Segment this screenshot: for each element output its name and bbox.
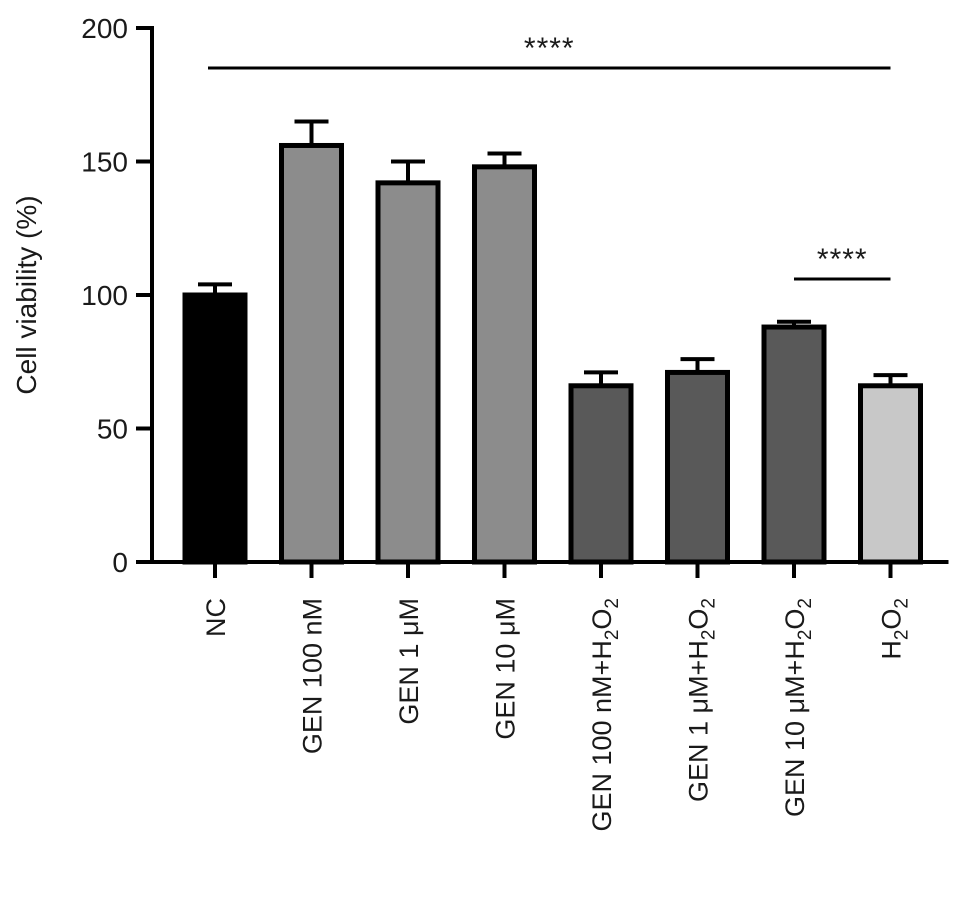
bar-7 <box>858 383 923 565</box>
significance-group: **** **** <box>208 32 891 281</box>
bar-1 <box>279 142 344 565</box>
bar-4 <box>568 383 634 565</box>
y-tick-label-1: 50 <box>97 414 128 445</box>
y-tick-label-3: 150 <box>81 147 128 178</box>
bars-group <box>182 142 923 565</box>
x-tick-label-7: H2O2 <box>877 598 913 660</box>
y-axis-label: Cell viability (%) <box>11 195 42 394</box>
bar-3 <box>472 164 537 565</box>
axes-group: 0 50 100 150 200 NC GEN 100 nM GEN 1 μM GEN 10 μ… <box>81 13 949 832</box>
bar-0 <box>182 292 248 565</box>
y-tick-label-0: 0 <box>112 547 128 578</box>
y-tick-label-4: 200 <box>81 13 128 44</box>
y-tick-label-2: 100 <box>81 280 128 311</box>
significance-label-0: **** <box>524 32 575 65</box>
x-tick-label-6: GEN 10 μM+H2O2 <box>780 598 816 817</box>
x-tick-label-4: GEN 100 nM+H2O2 <box>587 598 623 832</box>
significance-label-1: **** <box>817 243 868 276</box>
bar-5 <box>665 369 730 565</box>
x-tick-label-3: GEN 10 μM <box>491 598 521 740</box>
x-tick-label-2: GEN 1 μM <box>394 598 424 725</box>
x-tick-label-0: NC <box>201 598 231 637</box>
bar-6 <box>761 324 827 565</box>
error-bars-group <box>198 119 908 386</box>
x-tick-label-5: GEN 1 μM+H2O2 <box>684 598 720 802</box>
x-tick-label-1: GEN 100 nM <box>298 598 328 754</box>
bar-2 <box>375 180 441 565</box>
